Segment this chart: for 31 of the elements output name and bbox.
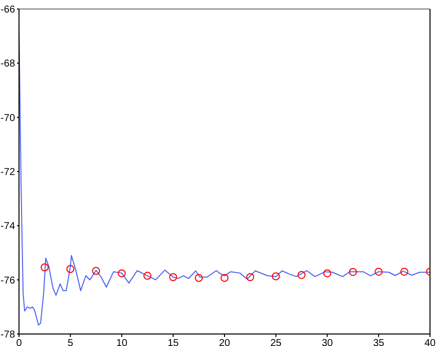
x-tick-label: 10: [116, 338, 128, 346]
point: [169, 273, 178, 282]
x-tick-label: 20: [218, 338, 230, 346]
x-tick-label: 5: [68, 338, 74, 346]
y-tick-label: -70: [0, 112, 16, 124]
x-tick-label: 15: [168, 338, 180, 346]
y-tick-label: -66: [0, 4, 16, 16]
x-tick-label: 0: [16, 338, 22, 346]
x-tick-label: 35: [373, 338, 385, 346]
point: [323, 269, 332, 278]
point: [348, 268, 357, 276]
point: [298, 270, 306, 279]
point: [66, 265, 74, 273]
point: [272, 272, 280, 280]
point: [40, 263, 49, 272]
point: [220, 274, 228, 282]
y-tick-label: -78: [0, 330, 16, 341]
x-tick-label: 30: [322, 338, 334, 346]
y-tick-label: -72: [0, 167, 16, 178]
y-tick-label: -68: [0, 58, 16, 70]
point: [92, 266, 100, 275]
point: [246, 273, 254, 282]
point: [143, 272, 152, 280]
point: [118, 269, 126, 278]
x-tick-label: 40: [424, 338, 436, 346]
x-tick-label: 25: [270, 338, 282, 346]
point: [194, 274, 203, 282]
point: [400, 268, 408, 276]
point: [374, 268, 383, 276]
y-tick-label: -74: [0, 221, 16, 232]
y-tick-label: -76: [0, 275, 16, 286]
